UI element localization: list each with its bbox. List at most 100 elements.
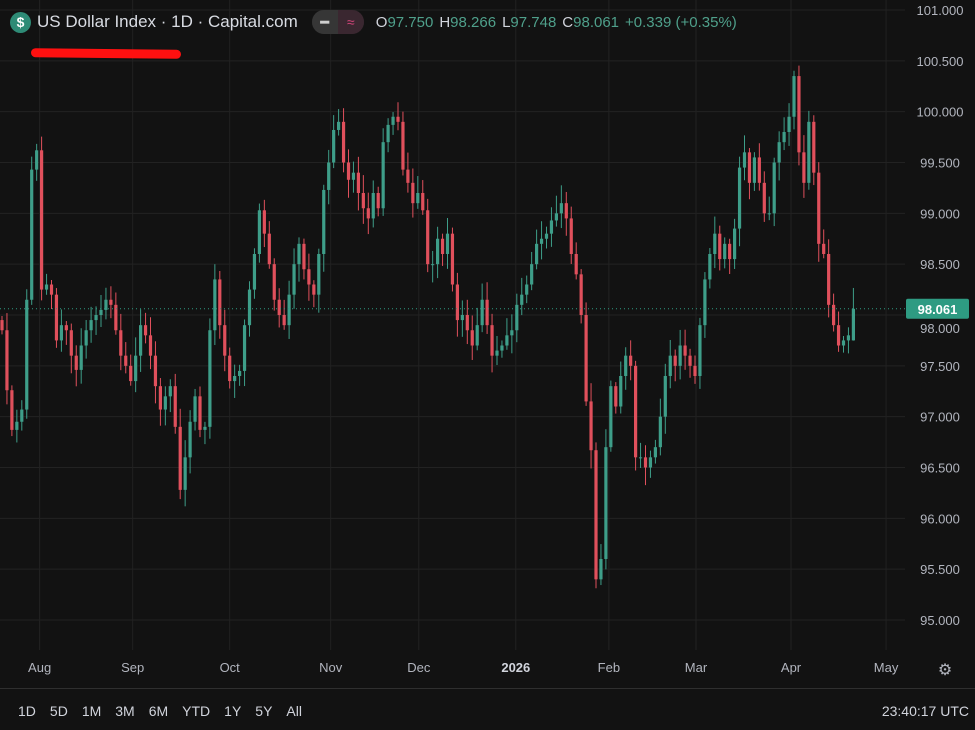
y-tick-label: 99.000 — [920, 206, 960, 221]
candle-up — [846, 335, 851, 341]
candle-up — [703, 279, 707, 326]
candle-up — [104, 299, 108, 310]
range-3m[interactable]: 3M — [115, 703, 135, 719]
range-ytd[interactable]: YTD — [182, 703, 211, 719]
symbol-title[interactable]: US Dollar Index · 1D · Capital.com — [37, 12, 298, 31]
candle-down — [747, 152, 752, 183]
y-tick-label: 100.500 — [917, 54, 964, 69]
candle-down — [143, 325, 148, 336]
candle-down — [223, 325, 227, 356]
ohlc-high: H98.266 — [439, 13, 497, 31]
candle-up — [807, 121, 811, 183]
candle-up — [787, 116, 791, 132]
candle-up — [480, 299, 484, 326]
candle-down — [629, 355, 633, 366]
candle-up — [500, 345, 504, 351]
candle-up — [752, 157, 756, 183]
candle-down — [569, 218, 573, 254]
candle-up — [559, 203, 563, 214]
y-tick-label: 95.000 — [920, 613, 960, 628]
candle-up — [287, 294, 291, 326]
candle-up — [332, 129, 336, 163]
candle-up — [549, 220, 554, 234]
candle-down — [426, 210, 430, 265]
range-1m[interactable]: 1M — [81, 703, 102, 719]
candle-up — [733, 228, 737, 260]
candle-down — [728, 243, 732, 260]
candle-down — [643, 457, 648, 468]
x-tick-label: May — [873, 660, 899, 675]
candle-down — [54, 294, 59, 341]
candle-down — [49, 284, 54, 295]
candle-down — [718, 233, 722, 260]
candle-down — [228, 355, 232, 382]
candle-down — [827, 254, 831, 305]
candle-down — [564, 203, 568, 219]
candle-up — [678, 345, 682, 366]
candle-up — [183, 457, 187, 490]
candle-down — [584, 315, 588, 402]
minus-icon[interactable]: ━ — [311, 10, 338, 34]
candle-down — [109, 299, 113, 305]
ohlc-close: C98.061 — [562, 13, 620, 31]
candle-down — [440, 238, 445, 254]
candle-up — [99, 309, 103, 315]
candle-down — [490, 325, 494, 356]
candle-down — [836, 325, 841, 346]
utc-clock[interactable]: 23:40:17 UTC — [881, 703, 969, 719]
candle-down — [0, 320, 4, 331]
candle-up — [841, 340, 846, 346]
range-5d[interactable]: 5D — [49, 703, 68, 719]
range-all[interactable]: All — [286, 703, 302, 719]
candle-down — [114, 304, 118, 331]
candle-down — [307, 269, 311, 285]
candle-up — [233, 376, 237, 382]
candle-down — [634, 365, 638, 458]
candle-up — [15, 421, 19, 430]
candle-down — [802, 152, 806, 183]
candle-up — [139, 325, 143, 356]
y-tick-label: 98.000 — [920, 321, 960, 336]
range-6m[interactable]: 6M — [148, 703, 169, 719]
x-tick-label: Apr — [780, 660, 802, 675]
candle-down — [421, 193, 425, 211]
candle-down — [173, 386, 177, 427]
candle-down — [594, 450, 598, 580]
x-tick-label: 2026 — [501, 660, 531, 675]
candle-up — [431, 264, 435, 266]
range-1y[interactable]: 1Y — [224, 703, 242, 719]
candle-down — [40, 150, 44, 290]
candle-down — [366, 208, 370, 219]
candle-up — [510, 330, 514, 336]
candle-down — [455, 284, 459, 321]
candle-up — [525, 284, 529, 295]
candle-up — [515, 304, 519, 331]
candle-up — [723, 243, 727, 260]
candle-up — [535, 243, 539, 265]
candle-down — [312, 284, 316, 295]
candle-up — [203, 426, 207, 430]
candle-up — [460, 315, 464, 321]
candle-up — [737, 167, 742, 229]
approx-wave-icon[interactable]: ≈ — [337, 10, 364, 34]
time-axis[interactable]: Aug Sep Oct Nov Dec 2026 Feb Mar Apr May — [0, 650, 975, 689]
candle-down — [153, 355, 158, 387]
candle-up — [188, 421, 192, 458]
range-1d[interactable]: 1D — [18, 703, 36, 719]
range-5y[interactable]: 5Y — [255, 703, 273, 719]
candle-down — [401, 121, 405, 170]
dollar-icon[interactable]: $ — [10, 11, 31, 33]
candle-down — [376, 193, 380, 209]
ohlc-readout: O97.750 H98.266 L97.748 C98.061 +0.339 (… — [376, 14, 737, 31]
candle-up — [386, 124, 390, 143]
candle-down — [218, 279, 222, 326]
candle-up — [520, 294, 524, 305]
candle-up — [257, 210, 261, 254]
gear-icon[interactable]: ⚙ — [937, 662, 953, 679]
candlestick-chart[interactable]: 101.000 100.500 100.000 99.500 99.000 98.500 9… — [0, 0, 975, 650]
candle-down — [302, 243, 306, 270]
y-tick-label: 100.000 — [917, 105, 964, 120]
candle-down — [822, 243, 826, 254]
ohlc-change: +0.339 (+0.35%) — [625, 13, 737, 31]
candle-up — [30, 169, 34, 300]
